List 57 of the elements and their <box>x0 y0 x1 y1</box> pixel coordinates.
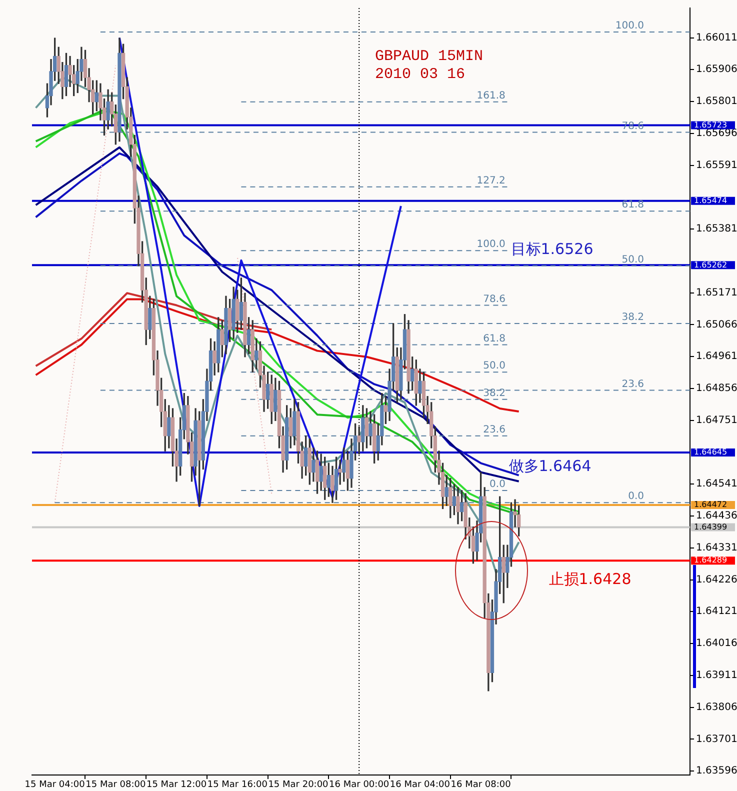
ref-line-label: 1.65723 <box>694 120 728 130</box>
y-tick-label: 1.65906 <box>696 64 737 76</box>
y-tick-label: 1.64751 <box>696 414 737 426</box>
series-label: 127.2 <box>476 175 506 186</box>
series-label: 38.2 <box>483 388 506 399</box>
annotation: 做多1.6464 <box>508 456 592 475</box>
series-label: 100.0 <box>615 20 644 32</box>
series-label: 23.6 <box>483 424 506 436</box>
x-tick-label: 16 Mar 00:00 <box>329 780 390 790</box>
series-label: 61.8 <box>622 200 644 211</box>
series-label: 78.6 <box>622 120 644 132</box>
y-tick-label: 1.66011 <box>696 32 737 44</box>
x-tick-label: 16 Mar 08:00 <box>450 780 512 790</box>
y-tick-label: 1.64226 <box>696 574 737 586</box>
annotation: 止损1.6428 <box>548 570 632 588</box>
y-tick-label: 1.64961 <box>696 351 737 362</box>
ref-line-label: 1.65262 <box>694 260 728 270</box>
x-tick-label: 15 Mar 04:00 <box>24 780 86 790</box>
x-tick-label: 16 Mar 04:00 <box>390 780 450 790</box>
series-label: 50.0 <box>622 254 644 266</box>
y-tick-label: 1.63596 <box>696 766 737 777</box>
y-tick-label: 1.65591 <box>696 160 737 171</box>
y-tick-label: 1.64541 <box>696 478 737 490</box>
series-label: 161.8 <box>476 90 506 102</box>
series-label: 78.6 <box>483 294 506 305</box>
y-tick-label: 1.64331 <box>696 542 737 554</box>
ref-line-label: 1.64472 <box>694 500 728 510</box>
annotation: 目标1.6526 <box>510 240 594 258</box>
y-tick-label: 1.65801 <box>696 96 737 108</box>
series-label: 0.0 <box>628 491 644 502</box>
x-tick-label: 15 Mar 16:00 <box>207 780 268 790</box>
y-tick-label: 1.64856 <box>696 383 737 394</box>
ref-line-label: 1.65474 <box>694 196 728 205</box>
y-tick-label: 1.63806 <box>696 702 737 713</box>
x-tick-label: 15 Mar 12:00 <box>146 780 207 790</box>
y-tick-label: 1.65171 <box>696 287 737 298</box>
series-label: 38.2 <box>622 312 644 324</box>
y-tick-label: 1.63701 <box>696 734 737 745</box>
ref-line-label: 1.64289 <box>694 556 728 565</box>
series-label: 50.0 <box>483 360 506 372</box>
y-tick-label: 1.65696 <box>696 128 737 139</box>
text: 2010 03 16 <box>375 66 466 83</box>
ref-line-label: 1.64399 <box>694 522 728 532</box>
y-tick-label: 1.65381 <box>696 224 737 235</box>
series-label: 23.6 <box>622 378 644 390</box>
series-label: 0.0 <box>490 479 506 490</box>
y-tick-label: 1.65066 <box>696 319 737 330</box>
x-tick-label: 15 Mar 08:00 <box>86 780 146 790</box>
text: GBPAUD 15MIN <box>375 48 484 65</box>
y-tick-label: 1.63911 <box>696 670 737 681</box>
y-tick-label: 1.64016 <box>696 638 737 650</box>
series-label: 61.8 <box>483 333 506 344</box>
y-tick-label: 1.64121 <box>696 606 737 618</box>
y-tick-label: 1.64436 <box>696 510 737 522</box>
series-label: 100.0 <box>476 239 506 250</box>
ref-line-label: 1.64645 <box>694 448 728 457</box>
x-tick-label: 15 Mar 20:00 <box>268 780 329 790</box>
